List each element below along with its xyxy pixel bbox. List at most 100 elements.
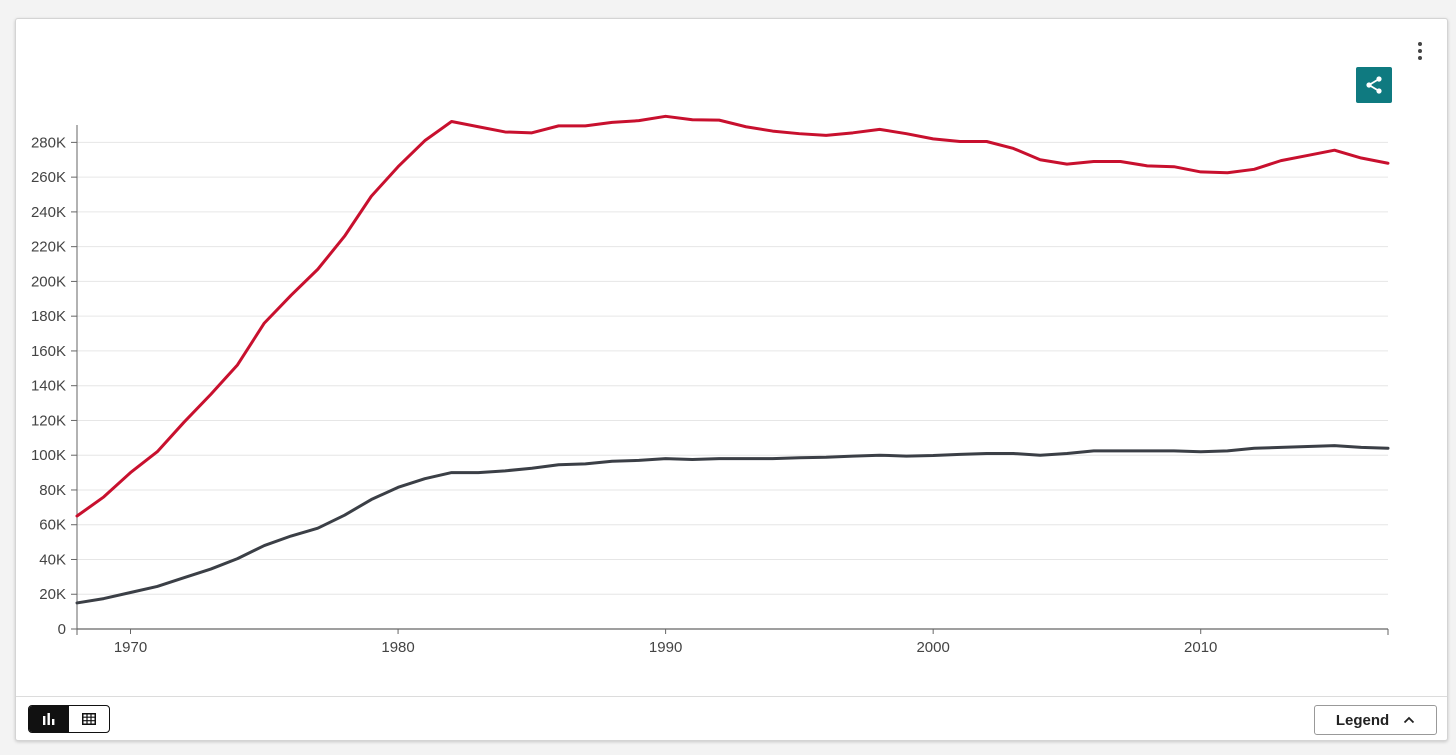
data-point (1147, 450, 1148, 451)
x-tick-label: 2010 (1184, 639, 1217, 656)
chevron-up-icon (1404, 716, 1415, 724)
data-point (826, 457, 827, 458)
data-point (1254, 169, 1255, 170)
data-point (959, 454, 960, 455)
data-point (906, 133, 907, 134)
data-point (130, 592, 131, 593)
data-point (183, 422, 184, 423)
data-point (692, 119, 693, 120)
y-tick-label: 100K (31, 447, 66, 464)
data-point (1307, 446, 1308, 447)
data-point (210, 568, 211, 569)
data-point (424, 140, 425, 141)
data-point (157, 586, 158, 587)
data-point (451, 121, 452, 122)
data-point (1361, 157, 1362, 158)
data-point (264, 545, 265, 546)
data-point (317, 528, 318, 529)
data-point (1334, 150, 1335, 151)
y-tick-label: 40K (39, 551, 66, 568)
data-point (826, 135, 827, 136)
y-tick-label: 60K (39, 517, 66, 534)
data-point (665, 458, 666, 459)
series-line-1 (75, 114, 1390, 518)
data-point (1013, 453, 1014, 454)
data-point (719, 458, 720, 459)
view-toggle (28, 705, 110, 733)
data-point (1387, 448, 1388, 449)
table-view-button[interactable] (69, 706, 109, 732)
share-icon (1366, 76, 1382, 94)
data-point (799, 457, 800, 458)
data-point (799, 133, 800, 134)
share-button[interactable] (1356, 67, 1392, 103)
legend-button[interactable]: Legend (1314, 705, 1437, 735)
y-tick-label: 220K (31, 239, 66, 256)
data-point (371, 499, 372, 500)
y-tick-label: 200K (31, 273, 66, 290)
data-point (665, 116, 666, 117)
data-point (745, 126, 746, 127)
data-point (585, 463, 586, 464)
data-point (585, 125, 586, 126)
data-point (1307, 155, 1308, 156)
chart-card: 0 20K 40K 60K 80K 100K 120K 140K 160K 180K 200K 220… (15, 18, 1448, 741)
data-point (1334, 445, 1335, 446)
y-tick-label: 180K (31, 308, 66, 325)
data-point (210, 394, 211, 395)
footer-divider (16, 696, 1447, 697)
data-point (1387, 163, 1388, 164)
data-point (852, 132, 853, 133)
data-point (638, 120, 639, 121)
data-point (1040, 159, 1041, 160)
data-point (103, 496, 104, 497)
data-point (371, 196, 372, 197)
data-point (1013, 148, 1014, 149)
data-point (1227, 450, 1228, 451)
data-point (504, 131, 505, 132)
data-point (879, 129, 880, 130)
data-point (745, 458, 746, 459)
data-point (1066, 453, 1067, 454)
line-chart: 0 20K 40K 60K 80K 100K 120K 140K 160K 180K 200K 220… (31, 114, 1390, 656)
x-tick-label: 1970 (114, 639, 147, 656)
data-point (772, 458, 773, 459)
data-point (290, 535, 291, 536)
x-tick-label: 2000 (916, 639, 949, 656)
data-point (986, 141, 987, 142)
data-point (1254, 448, 1255, 449)
data-point (638, 460, 639, 461)
series-line-2 (75, 444, 1390, 605)
data-point (1147, 165, 1148, 166)
x-tick-label: 1990 (649, 639, 682, 656)
data-point (1280, 160, 1281, 161)
data-point (317, 269, 318, 270)
bar-chart-icon (43, 713, 55, 725)
data-point (237, 558, 238, 559)
data-point (692, 459, 693, 460)
y-tick-label: 20K (39, 586, 66, 603)
y-tick-label: 140K (31, 378, 66, 395)
y-tick-label: 80K (39, 482, 66, 499)
y-tick-label: 0 (58, 621, 66, 638)
data-point (130, 472, 131, 473)
data-point (1093, 161, 1094, 162)
data-point (1200, 451, 1201, 452)
chart-view-button[interactable] (29, 706, 69, 732)
data-point (558, 125, 559, 126)
data-point (531, 132, 532, 133)
more-options-button[interactable] (1414, 41, 1426, 61)
y-tick-label: 260K (31, 169, 66, 186)
data-point (1173, 166, 1174, 167)
data-point (531, 468, 532, 469)
data-point (1227, 172, 1228, 173)
data-point (1280, 447, 1281, 448)
data-point (719, 120, 720, 121)
data-point (1120, 161, 1121, 162)
data-point (76, 515, 77, 516)
data-point (183, 577, 184, 578)
data-point (478, 472, 479, 473)
data-point (76, 602, 77, 603)
data-point (397, 166, 398, 167)
data-point (1200, 171, 1201, 172)
